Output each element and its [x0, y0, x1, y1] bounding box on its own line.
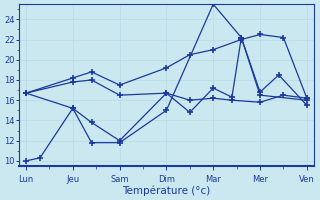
- X-axis label: Température (°c): Température (°c): [122, 185, 211, 196]
